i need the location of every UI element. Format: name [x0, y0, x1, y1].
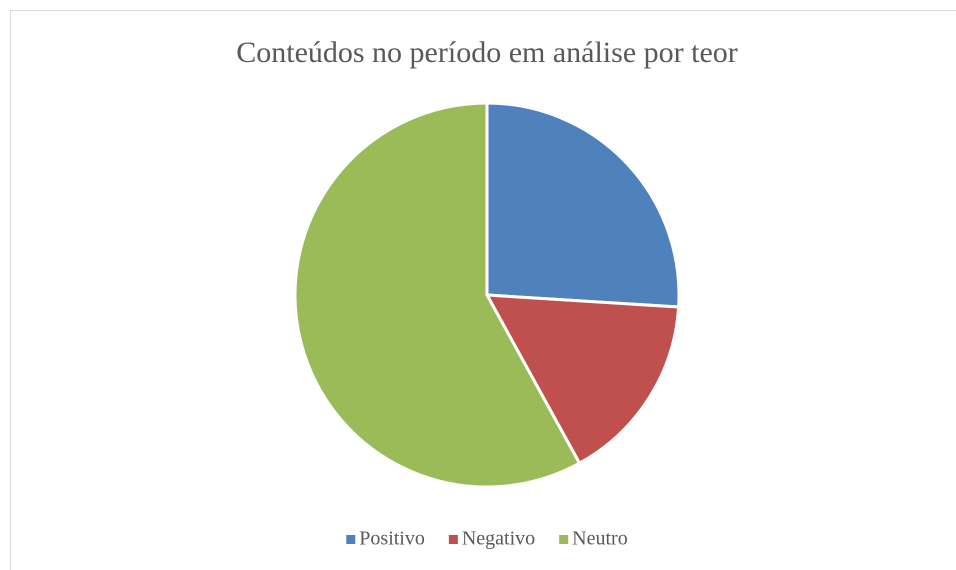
pie-slice [484, 293, 681, 466]
chart-title: Conteúdos no período em análise por teor [236, 36, 738, 69]
legend-marker [448, 535, 458, 544]
legend-marker [559, 535, 569, 544]
legend-label: Negativo [462, 528, 535, 550]
legend-label: Neutro [572, 528, 628, 550]
legend-marker [346, 535, 356, 544]
legend-label: Positivo [359, 528, 425, 550]
pie-slice [293, 101, 582, 489]
pie-slice [485, 101, 681, 309]
